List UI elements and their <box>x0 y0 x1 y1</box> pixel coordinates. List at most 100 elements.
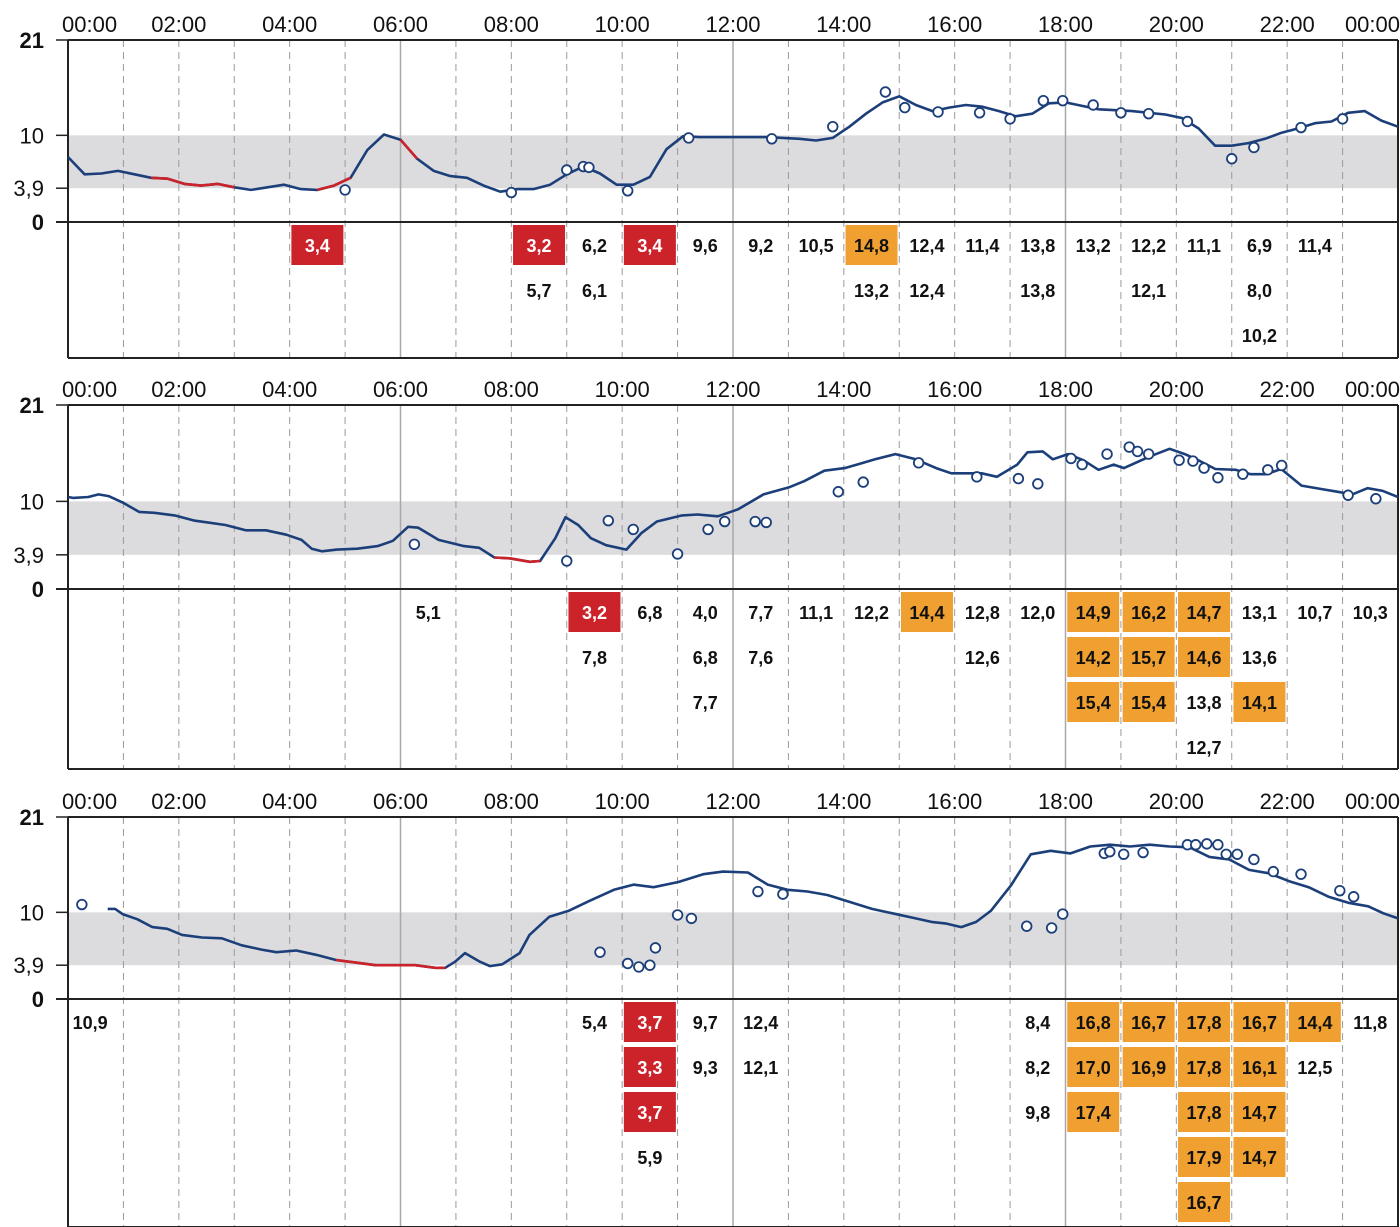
measurement-point <box>912 457 925 469</box>
low-value-cell <box>623 1047 676 1087</box>
y-tick-label: 0 <box>32 577 44 602</box>
high-value-cell <box>1067 682 1120 722</box>
value-label: 13,1 <box>1242 603 1277 623</box>
measurement-point <box>766 133 778 145</box>
y-tick-label: 0 <box>32 210 44 235</box>
value-label: 6,2 <box>582 236 607 256</box>
value-label: 8,2 <box>1025 1058 1050 1078</box>
value-label: 12,1 <box>1131 281 1166 301</box>
value-label: 14,2 <box>1076 648 1111 668</box>
value-label: 14,1 <box>1242 693 1277 713</box>
high-value-cell <box>1122 1047 1175 1087</box>
measurement-point <box>1231 848 1243 860</box>
low-glucose-segment <box>399 138 419 160</box>
value-label: 8,4 <box>1025 1013 1050 1033</box>
high-value-cell <box>1233 682 1286 722</box>
value-label: 16,7 <box>1131 1013 1166 1033</box>
x-tick-label: 02:00 <box>151 789 206 814</box>
measurement-point <box>1237 468 1249 480</box>
high-value-cell <box>1067 1002 1120 1042</box>
glucose-curve <box>67 447 1399 564</box>
high-value-cell <box>1178 1182 1231 1222</box>
measurement-point <box>685 912 698 925</box>
value-label: 16,7 <box>1242 1013 1277 1033</box>
measurement-point <box>1004 113 1016 125</box>
measurement-point <box>1037 94 1050 107</box>
measurement-point <box>682 132 695 144</box>
high-value-cell <box>1178 637 1231 677</box>
measurement-point <box>1142 448 1155 460</box>
measurement-point <box>76 898 88 911</box>
measurement-point <box>408 538 421 551</box>
measurement-point <box>1131 445 1144 458</box>
value-label: 5,9 <box>637 1148 662 1168</box>
chart-panel-3: 21 10 3,9 0 00:00 02:00 04:00 06:00 08:00 10:00 12… <box>13 789 1400 1227</box>
measurement-point <box>1101 448 1113 460</box>
value-label: 6,8 <box>693 648 718 668</box>
y-tick-label: 21 <box>20 28 44 53</box>
measurement-point <box>857 476 869 488</box>
x-tick-label: 14:00 <box>816 377 871 402</box>
value-label: 17,4 <box>1076 1103 1111 1123</box>
y-tick-label: 21 <box>20 393 44 418</box>
value-label: 12,5 <box>1297 1058 1332 1078</box>
low-value-cell <box>623 1002 676 1042</box>
value-label: 11,4 <box>965 236 999 256</box>
measurement-point <box>1226 153 1238 165</box>
low-value-cell <box>513 225 566 265</box>
y-tick-label: 0 <box>32 987 44 1012</box>
measurement-point <box>1032 478 1044 490</box>
measurement-point <box>702 523 714 536</box>
value-label: 13,2 <box>1076 236 1111 256</box>
value-label: 7,7 <box>693 693 718 713</box>
measurement-point <box>1104 845 1116 858</box>
value-label: 11,1 <box>799 603 833 623</box>
x-tick-label: 22:00 <box>1260 12 1315 37</box>
value-label: 12,8 <box>965 603 1000 623</box>
y-tick-label: 3,9 <box>13 176 44 201</box>
value-label: 7,6 <box>748 648 773 668</box>
value-label: 5,1 <box>416 603 441 623</box>
measurement-point <box>1295 868 1307 880</box>
value-label: 14,7 <box>1242 1148 1277 1168</box>
measurement-point <box>1370 493 1382 505</box>
low-glucose-segment <box>494 556 541 564</box>
x-tick-label: 00:00 <box>1345 377 1400 402</box>
value-label: 17,0 <box>1076 1058 1111 1078</box>
measurement-point <box>973 107 986 119</box>
x-tick-label: 06:00 <box>373 377 428 402</box>
value-label: 10,5 <box>799 236 834 256</box>
value-label: 13,8 <box>1020 281 1055 301</box>
x-tick-label: 08:00 <box>484 789 539 814</box>
measurement-point <box>594 946 606 958</box>
measurement-point <box>644 959 656 971</box>
low-value-cell <box>291 225 344 265</box>
measurement-point <box>1347 891 1360 903</box>
value-label: 9,8 <box>1025 1103 1050 1123</box>
value-label: 10,3 <box>1353 603 1388 623</box>
high-value-cell <box>1233 1092 1286 1132</box>
value-label: 3,4 <box>637 236 662 256</box>
chart-panel-2: 21 10 3,9 0 00:00 02:00 04:00 06:00 08:00 10:00 12… <box>13 377 1400 770</box>
measurement-point <box>1087 99 1099 111</box>
high-value-cell <box>1233 1002 1286 1042</box>
measurement-point <box>339 184 351 196</box>
value-label: 13,2 <box>854 281 889 301</box>
measurement-point <box>971 471 983 483</box>
value-label: 17,8 <box>1187 1103 1222 1123</box>
measurement-point <box>1045 922 1058 934</box>
measurement-point <box>832 486 844 498</box>
low-glucose-segment <box>317 176 352 192</box>
value-label: 9,6 <box>693 236 718 256</box>
high-value-cell <box>845 225 898 265</box>
x-tick-label: 20:00 <box>1149 12 1204 37</box>
x-tick-label: 16:00 <box>927 377 982 402</box>
low-glucose-segment <box>335 958 446 970</box>
high-value-cell <box>1067 1047 1120 1087</box>
value-label: 4,0 <box>693 603 718 623</box>
low-value-cell <box>623 225 676 265</box>
x-tick-label: 00:00 <box>1345 789 1400 814</box>
value-label: 5,4 <box>582 1013 607 1033</box>
value-label: 7,8 <box>582 648 607 668</box>
x-tick-label: 06:00 <box>373 789 428 814</box>
